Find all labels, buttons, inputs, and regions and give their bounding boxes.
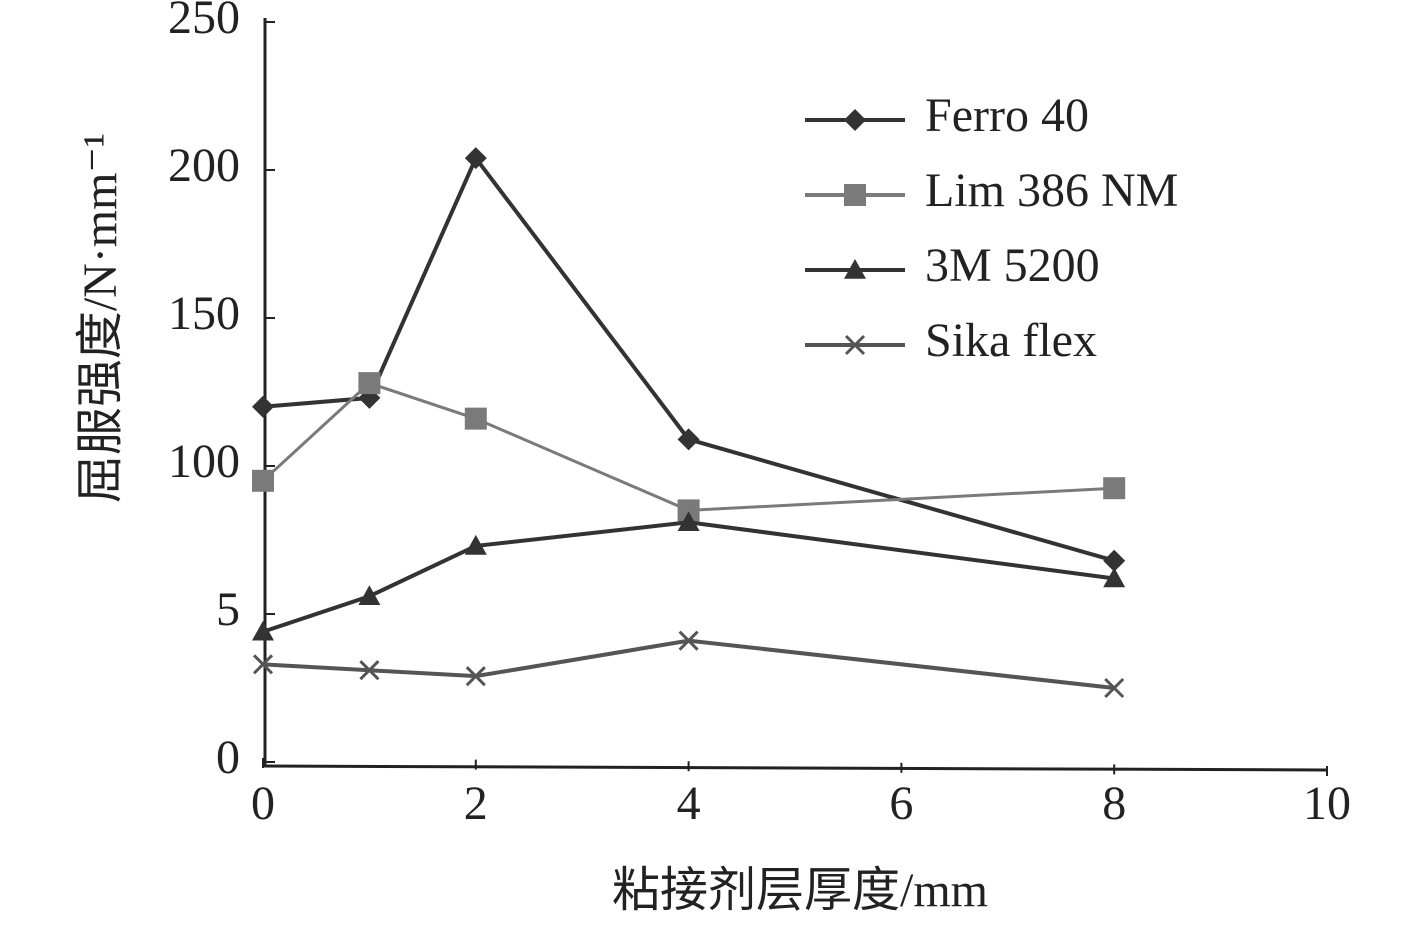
legend-label: Ferro 40: [925, 89, 1089, 142]
data-point: [359, 660, 380, 681]
data-point: [464, 534, 487, 555]
x-tick-label: 0: [251, 777, 275, 830]
y-tick-label: 250: [168, 0, 240, 44]
legend-marker: [844, 334, 866, 356]
legend-marker: [844, 184, 866, 206]
y-axis-label: 屈服强度/N·mm⁻¹: [74, 133, 127, 503]
data-point: [252, 395, 274, 418]
data-point: [677, 428, 700, 451]
data-point: [464, 407, 487, 430]
data-point: [1103, 477, 1126, 500]
legend-label: Sika flex: [925, 314, 1097, 367]
series-line: [262, 520, 1115, 634]
data-point: [358, 372, 381, 395]
data-point: [677, 499, 700, 522]
y-tick-label: 5: [216, 583, 240, 636]
y-tick-label: 150: [168, 287, 240, 340]
x-tick-label: 6: [889, 777, 913, 830]
x-tick-label: 8: [1102, 777, 1126, 830]
y-tick-label: 200: [168, 139, 240, 192]
x-axis-label: 粘接剂层厚度/mm: [612, 864, 988, 917]
data-point: [358, 585, 381, 606]
x-axis: [262, 764, 1328, 772]
data-point: [252, 620, 274, 641]
data-point: [465, 666, 486, 687]
data-point: [678, 630, 699, 651]
x-tick-label: 4: [677, 777, 701, 830]
x-tick-label: 10: [1303, 777, 1351, 830]
data-point: [464, 147, 487, 170]
legend-marker: [844, 109, 866, 131]
data-point: [252, 654, 274, 675]
data-point: [252, 469, 274, 492]
series-line: [262, 638, 1115, 690]
data-point: [1104, 677, 1125, 699]
y-tick-label: 0: [216, 731, 240, 784]
y-tick-label: 100: [168, 435, 240, 488]
x-tick-label: 2: [464, 777, 488, 830]
legend-label: Lim 386 NM: [925, 164, 1178, 217]
data-point: [1103, 549, 1126, 572]
data-point: [1103, 567, 1126, 588]
data-point: [677, 511, 700, 532]
legend-label: 3M 5200: [925, 239, 1100, 292]
legend-marker: [844, 259, 866, 279]
